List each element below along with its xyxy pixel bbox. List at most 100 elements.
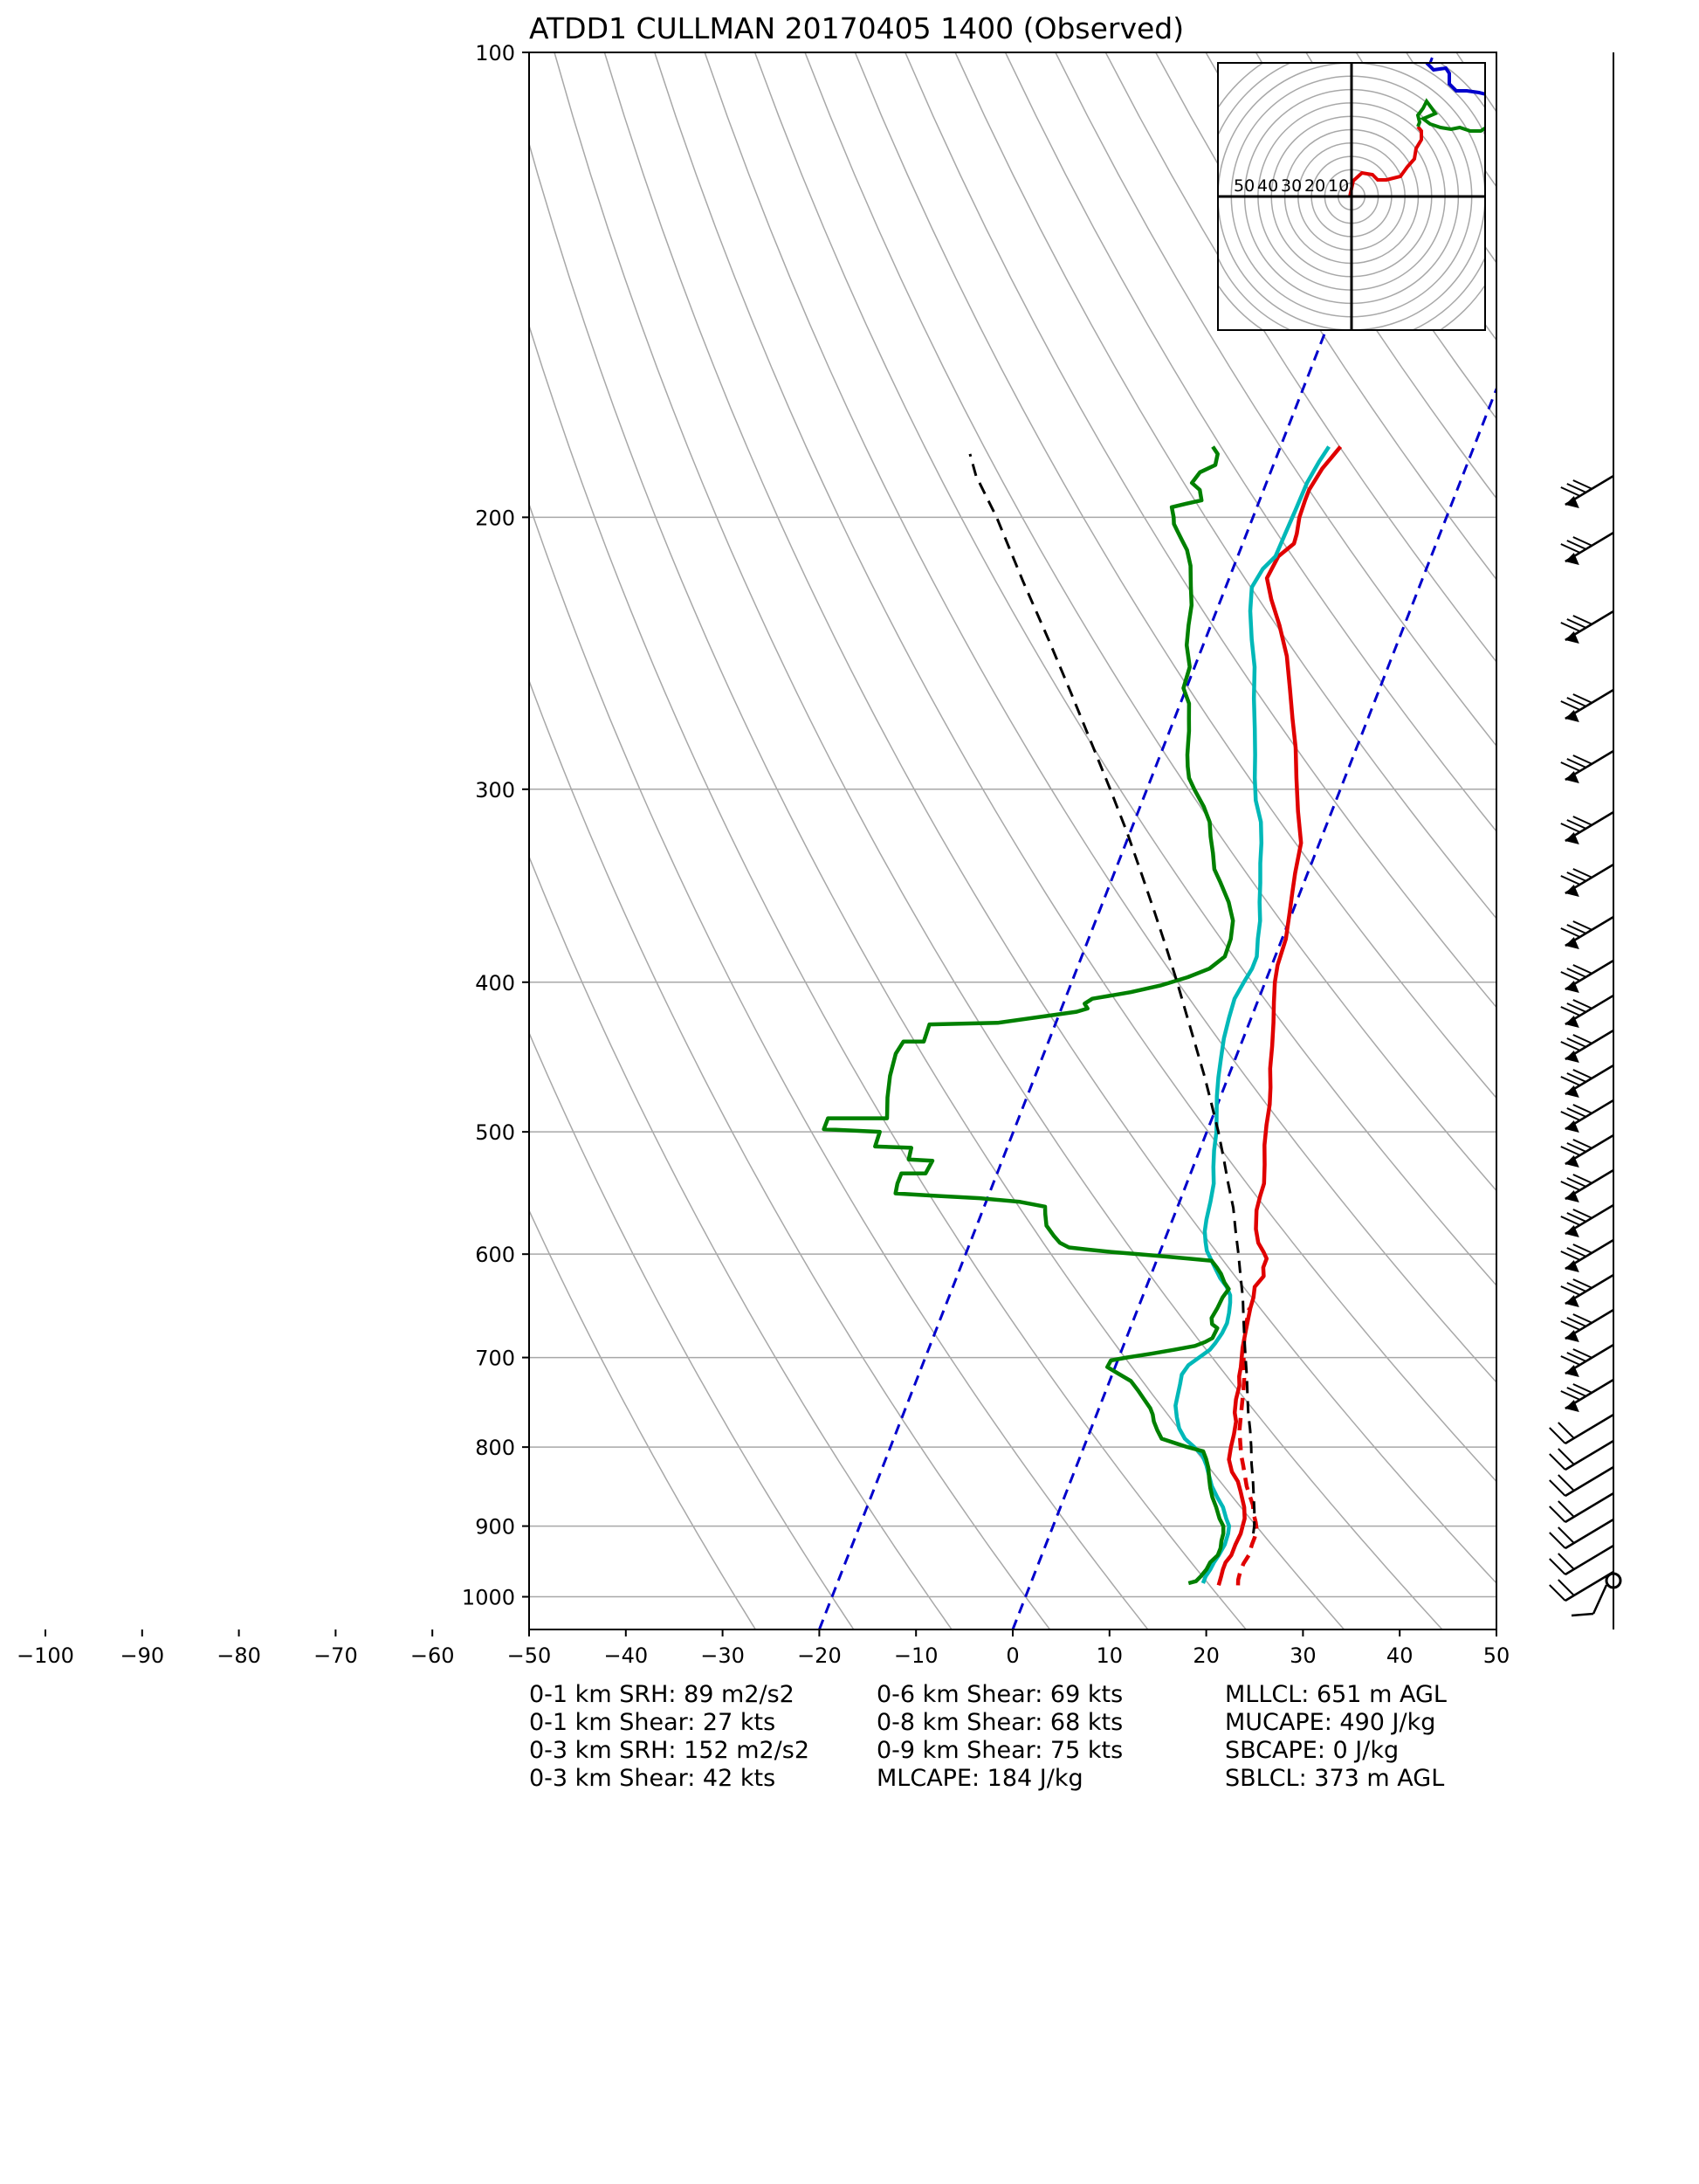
dry-adiabat bbox=[753, 52, 1496, 1287]
wind-barb-feather bbox=[1560, 761, 1581, 772]
wind-barb-flag bbox=[1565, 1155, 1579, 1168]
wind-barb-flag bbox=[1565, 1295, 1579, 1307]
wind-barb-staff bbox=[1565, 1492, 1614, 1524]
y-tick-label: 500 bbox=[475, 1120, 515, 1145]
stats-column-3: MLLCL: 651 m AGL MUCAPE: 490 J/kg SBCAPE… bbox=[1225, 1681, 1447, 1793]
dry-adiabat bbox=[854, 52, 1496, 1099]
x-tick-label: −90 bbox=[120, 1643, 164, 1668]
wind-barb-feather bbox=[1549, 1558, 1566, 1575]
wind-barb-feather bbox=[1566, 1352, 1587, 1362]
wind-barb-staff bbox=[1565, 1518, 1614, 1550]
hodograph-ring-label: 20 bbox=[1304, 176, 1325, 196]
wind-barb-feather bbox=[1566, 758, 1587, 768]
wind-barb-feather bbox=[1566, 1072, 1587, 1083]
wind-barb-feather bbox=[1572, 754, 1593, 765]
chart-title: ATDD1 CULLMAN 20170405 1400 (Observed) bbox=[529, 11, 1184, 45]
x-tick-label: 0 bbox=[1006, 1643, 1019, 1668]
wind-barb-feather bbox=[1566, 1142, 1587, 1153]
y-tick-label: 800 bbox=[475, 1436, 515, 1460]
profile-series-0 bbox=[1216, 445, 1343, 1587]
dry-adiabat bbox=[704, 52, 1496, 1384]
wind-barb-feather bbox=[1558, 1500, 1575, 1518]
wind-barb-feather bbox=[1572, 1278, 1593, 1289]
wind-barb-feather bbox=[1572, 816, 1593, 826]
y-tick-label: 200 bbox=[475, 506, 515, 530]
y-tick-label: 400 bbox=[475, 971, 515, 996]
wind-barb-feather bbox=[1560, 1320, 1581, 1331]
stat-0-9km-shear: 0-9 km Shear: 75 kts bbox=[877, 1737, 1124, 1764]
hodograph-ring-label: 40 bbox=[1257, 176, 1278, 196]
wind-barb-flag bbox=[1565, 1330, 1579, 1342]
wind-barb-feather bbox=[1572, 479, 1593, 490]
stats-column-2: 0-6 km Shear: 69 kts 0-8 km Shear: 68 kt… bbox=[877, 1681, 1123, 1793]
wind-barb-feather bbox=[1572, 1313, 1593, 1324]
x-tick-label: −100 bbox=[17, 1643, 74, 1668]
dry-adiabat bbox=[1506, 52, 1699, 1629]
wind-barb-feather bbox=[1566, 540, 1587, 550]
wind-barb-staff bbox=[1592, 1584, 1608, 1615]
y-axis: 1000 900 800 700 600 500 400 300 200 100 bbox=[462, 41, 529, 1610]
wind-barb-feather bbox=[1560, 823, 1581, 833]
wind-barb-feather bbox=[1560, 543, 1581, 554]
dry-adiabat bbox=[954, 52, 1496, 920]
x-tick-label: −40 bbox=[603, 1643, 648, 1668]
profile-series-1 bbox=[1235, 1307, 1259, 1586]
wind-barb-flag bbox=[1565, 710, 1579, 722]
wind-barb-staff bbox=[1565, 1465, 1614, 1498]
wind-barb-flag bbox=[1565, 1190, 1579, 1202]
wind-barb-feather bbox=[1549, 1584, 1566, 1602]
wind-barb-feather bbox=[1558, 1422, 1575, 1439]
wind-barb-flag bbox=[1565, 771, 1579, 783]
stat-mucape: MUCAPE: 490 J/kg bbox=[1225, 1709, 1436, 1736]
wind-barb-feather bbox=[1566, 1317, 1587, 1327]
wind-barb-feather bbox=[1560, 1041, 1581, 1051]
wind-barb-flag bbox=[1565, 496, 1579, 508]
wind-barb-feather bbox=[1560, 927, 1581, 938]
wind-barb-feather bbox=[1566, 618, 1587, 629]
wind-barb-feather bbox=[1572, 1174, 1593, 1184]
wind-barb-feather bbox=[1572, 536, 1593, 547]
wind-barb-feather bbox=[1558, 1553, 1575, 1570]
wind-barb-feather bbox=[1566, 1037, 1587, 1048]
wind-barb-feather bbox=[1572, 1034, 1593, 1044]
dry-adiabat bbox=[529, 855, 953, 1629]
wind-barb-feather bbox=[1558, 1474, 1575, 1492]
stat-0-1km-shear: 0-1 km Shear: 27 kts bbox=[529, 1709, 776, 1736]
wind-barb-feather bbox=[1566, 483, 1587, 493]
wind-barb-feather bbox=[1572, 964, 1593, 975]
x-tick-label: 10 bbox=[1097, 1643, 1124, 1668]
wind-barb-feather bbox=[1560, 1216, 1581, 1226]
x-tick-label: 50 bbox=[1483, 1643, 1510, 1668]
wind-barb-feather bbox=[1549, 1427, 1566, 1444]
dry-adiabat bbox=[529, 679, 1051, 1629]
wind-barb-feather bbox=[1560, 1250, 1581, 1261]
wind-barb-feather bbox=[1558, 1448, 1575, 1465]
dry-adiabat bbox=[529, 1030, 855, 1629]
wind-barb-feather bbox=[1572, 1348, 1593, 1359]
wind-barb-feather bbox=[1558, 1526, 1575, 1544]
wind-barb-staff bbox=[1565, 1439, 1614, 1471]
x-tick-label: −70 bbox=[313, 1643, 358, 1668]
y-tick-label: 100 bbox=[475, 41, 515, 65]
wind-barb-feather bbox=[1566, 1177, 1587, 1188]
wind-barb-flag bbox=[1565, 1260, 1579, 1272]
wind-barb-flag bbox=[1565, 1051, 1579, 1063]
wind-barb-feather bbox=[1560, 1390, 1581, 1401]
profile-series-2 bbox=[1173, 445, 1331, 1584]
dry-adiabat bbox=[1606, 52, 1699, 1629]
wind-barb-feather bbox=[1560, 1111, 1581, 1121]
wind-barb-feather bbox=[1560, 1006, 1581, 1016]
calm-wind-circle bbox=[1605, 1572, 1622, 1589]
dry-adiabat bbox=[529, 141, 1345, 1629]
wind-barb-feather bbox=[1572, 1139, 1593, 1149]
wind-barb-feather bbox=[1566, 1212, 1587, 1223]
wind-barb-feather bbox=[1571, 1612, 1594, 1617]
isotherm-dashed bbox=[1011, 385, 1496, 1629]
stat-mlcape: MLCAPE: 184 J/kg bbox=[877, 1765, 1083, 1792]
wind-barb-flag bbox=[1565, 832, 1579, 844]
wind-barb-feather bbox=[1566, 1247, 1587, 1257]
wind-barb-feather bbox=[1560, 971, 1581, 982]
dry-adiabat bbox=[554, 52, 1443, 1629]
